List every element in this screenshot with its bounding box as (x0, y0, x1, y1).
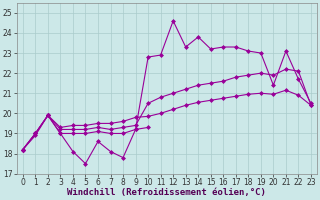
X-axis label: Windchill (Refroidissement éolien,°C): Windchill (Refroidissement éolien,°C) (68, 188, 266, 197)
